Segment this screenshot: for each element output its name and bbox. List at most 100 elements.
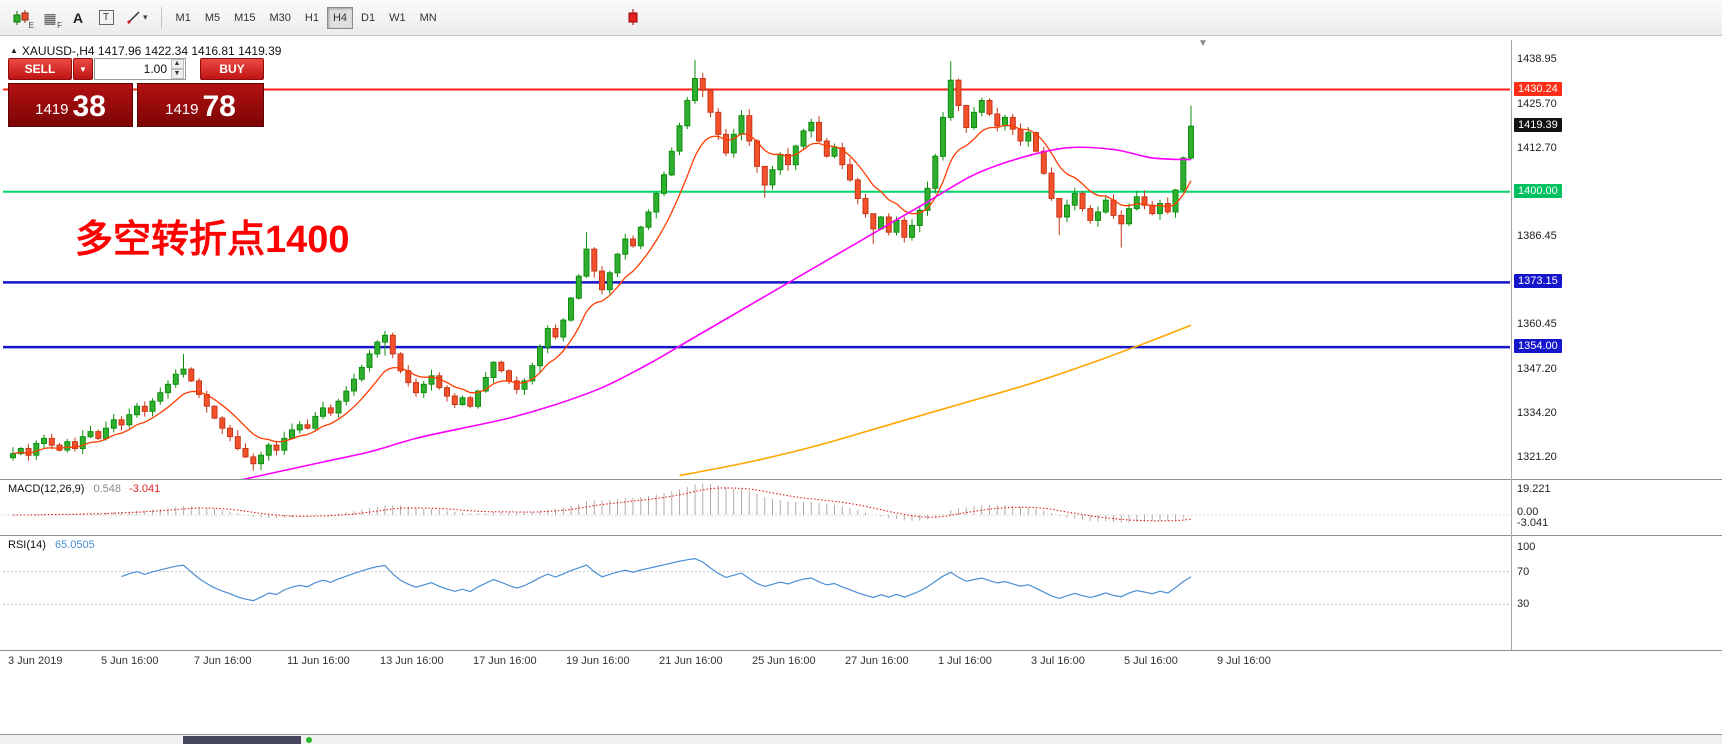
macd-label: MACD(12,26,9) 0.548 -3.041 [8, 483, 160, 495]
chart-window: ▲ XAUUSD-,H4 1417.96 1422.34 1416.81 1419… [0, 36, 1722, 734]
panel-separator[interactable] [0, 535, 1722, 536]
macd-signal-value: -3.041 [129, 483, 161, 495]
price-tag: 1354.00 [1514, 339, 1562, 354]
price-tick: 1321.20 [1517, 450, 1557, 463]
chart-sub-label: E [28, 20, 34, 30]
time-axis[interactable]: 3 Jun 2019 5 Jun 16:00 7 Jun 16:00 11 Jun 1… [0, 652, 1511, 674]
time-label: 5 Jul 16:00 [1124, 655, 1178, 667]
grid-sub-label: F [57, 20, 62, 30]
price-tick: 1360.45 [1517, 318, 1557, 331]
time-label: 13 Jun 16:00 [380, 655, 444, 667]
top-toolbar: E ▦ F A T ▾ M1 M5 M15 M30 H1 H4 D1 W1 MN [0, 0, 1722, 36]
price-tick: 1425.70 [1517, 97, 1557, 110]
price-tick: 1334.20 [1517, 407, 1557, 420]
time-label: 3 Jul 16:00 [1031, 655, 1085, 667]
time-label: 21 Jun 16:00 [659, 655, 723, 667]
text-annotation-button[interactable]: A [66, 5, 90, 31]
macd-main-value: 0.548 [93, 483, 122, 495]
timeframe-button-h1[interactable]: H1 [299, 7, 325, 29]
price-tick: 1386.45 [1517, 230, 1557, 243]
chart-title: ▲ XAUUSD-,H4 1417.96 1422.34 1416.81 1419… [10, 44, 281, 58]
time-label: 5 Jun 16:00 [101, 655, 159, 667]
ask-price-main: 1419 [165, 101, 199, 118]
price-tag: 1400.00 [1514, 183, 1562, 198]
time-label: 25 Jun 16:00 [752, 655, 816, 667]
time-label: 1 Jul 16:00 [938, 655, 992, 667]
macd-indicator-plot[interactable] [3, 481, 1510, 534]
draw-tools-button[interactable]: ▾ [122, 5, 152, 31]
timeframe-button-m1[interactable]: M1 [170, 7, 197, 29]
candlestick-plot[interactable] [3, 40, 1510, 479]
time-label: 19 Jun 16:00 [566, 655, 630, 667]
price-tick: 1412.70 [1517, 141, 1557, 154]
ask-price-pips: 78 [202, 90, 236, 123]
time-label: 11 Jun 16:00 [287, 655, 350, 667]
timeframe-button-d1[interactable]: D1 [355, 7, 381, 29]
trendline-icon [127, 11, 140, 24]
timeframe-button-m5[interactable]: M5 [199, 7, 226, 29]
letter-a-icon: A [72, 9, 84, 26]
text-box-icon: T [98, 10, 114, 25]
rsi-axis-tick: 30 [1517, 598, 1530, 610]
rsi-axis-tick: 100 [1517, 541, 1536, 553]
time-label: 17 Jun 16:00 [473, 655, 537, 667]
price-tag: 1373.15 [1514, 274, 1562, 289]
time-label: 9 Jul 16:00 [1217, 655, 1271, 667]
grid-button[interactable]: ▦ F [38, 5, 62, 31]
macd-axis-tick: -3.041 [1517, 517, 1549, 529]
lot-spinner: ▲ ▼ [170, 59, 184, 79]
rsi-axis-tick: 70 [1517, 566, 1530, 578]
timeframe-button-w1[interactable]: W1 [383, 7, 412, 29]
panel-separator[interactable] [0, 479, 1722, 480]
lot-size-field[interactable]: 1.00 ▲ ▼ [94, 58, 186, 80]
chevron-down-icon: ▾ [143, 12, 148, 22]
chart-title-text: XAUUSD-,H4 1417.96 1422.34 1416.81 1419.… [21, 44, 282, 58]
lot-size-value[interactable]: 1.00 [143, 62, 167, 76]
candlestick-chart-icon [13, 9, 29, 25]
spinner-down-icon[interactable]: ▼ [170, 69, 184, 79]
time-label: 3 Jun 2019 [8, 655, 63, 667]
timeframe-button-m15[interactable]: M15 [228, 7, 261, 29]
chevron-down-icon: ▼ [79, 64, 87, 74]
grid-icon: ▦ [43, 9, 57, 26]
time-label: 7 Jun 16:00 [194, 655, 252, 667]
toolbar-separator [160, 6, 162, 29]
timeframe-button-h4[interactable]: H4 [326, 6, 354, 29]
buy-button[interactable]: BUY [200, 58, 264, 80]
macd-axis-tick: 19.221 [1517, 483, 1551, 495]
rsi-label: RSI(14) 65.0505 [8, 539, 95, 551]
rsi-name: RSI(14) [8, 539, 46, 551]
price-tag: 1430.24 [1514, 81, 1562, 96]
sell-button[interactable]: SELL [8, 58, 72, 80]
chart-marker-icon: ▲ [10, 46, 18, 55]
bottom-strip [0, 734, 1722, 744]
chart-type-button[interactable]: E [8, 5, 34, 31]
time-label: 27 Jun 16:00 [845, 655, 909, 667]
timeframe-button-m30[interactable]: M30 [264, 7, 297, 29]
docked-window-edge[interactable] [183, 736, 301, 744]
bid-price-pips: 38 [72, 90, 106, 123]
price-axis-divider [1511, 40, 1512, 650]
sell-dropdown-button[interactable]: ▼ [73, 58, 93, 80]
price-axis[interactable]: 1438.95 1425.70 1412.70 1386.45 1360.45 1347.… [1513, 36, 1722, 734]
timeframe-group: M1 M5 M15 M30 H1 H4 D1 W1 MN [169, 6, 444, 29]
price-tag: 1419.39 [1514, 118, 1562, 133]
macd-axis-tick: 0.00 [1517, 506, 1539, 518]
rsi-indicator-plot[interactable] [3, 537, 1510, 649]
status-dot-icon [306, 737, 312, 743]
price-tick: 1347.20 [1517, 363, 1557, 376]
spinner-up-icon[interactable]: ▲ [170, 59, 184, 69]
price-tick: 1438.95 [1517, 53, 1557, 66]
red-marker-icon [627, 9, 639, 25]
macd-name: MACD(12,26,9) [8, 483, 85, 495]
rsi-value: 65.0505 [54, 539, 95, 551]
ask-price-display[interactable]: 1419 78 [137, 83, 264, 127]
bid-price-main: 1419 [35, 101, 69, 118]
autoscroll-marker-icon[interactable]: ▼ [1198, 38, 1208, 49]
bid-price-display[interactable]: 1419 38 [8, 83, 133, 127]
text-box-button[interactable]: T [94, 5, 118, 31]
panel-separator [0, 650, 1722, 651]
chart-annotation-text: 多空转折点1400 [75, 219, 350, 261]
timeframe-button-mn[interactable]: MN [414, 7, 443, 29]
